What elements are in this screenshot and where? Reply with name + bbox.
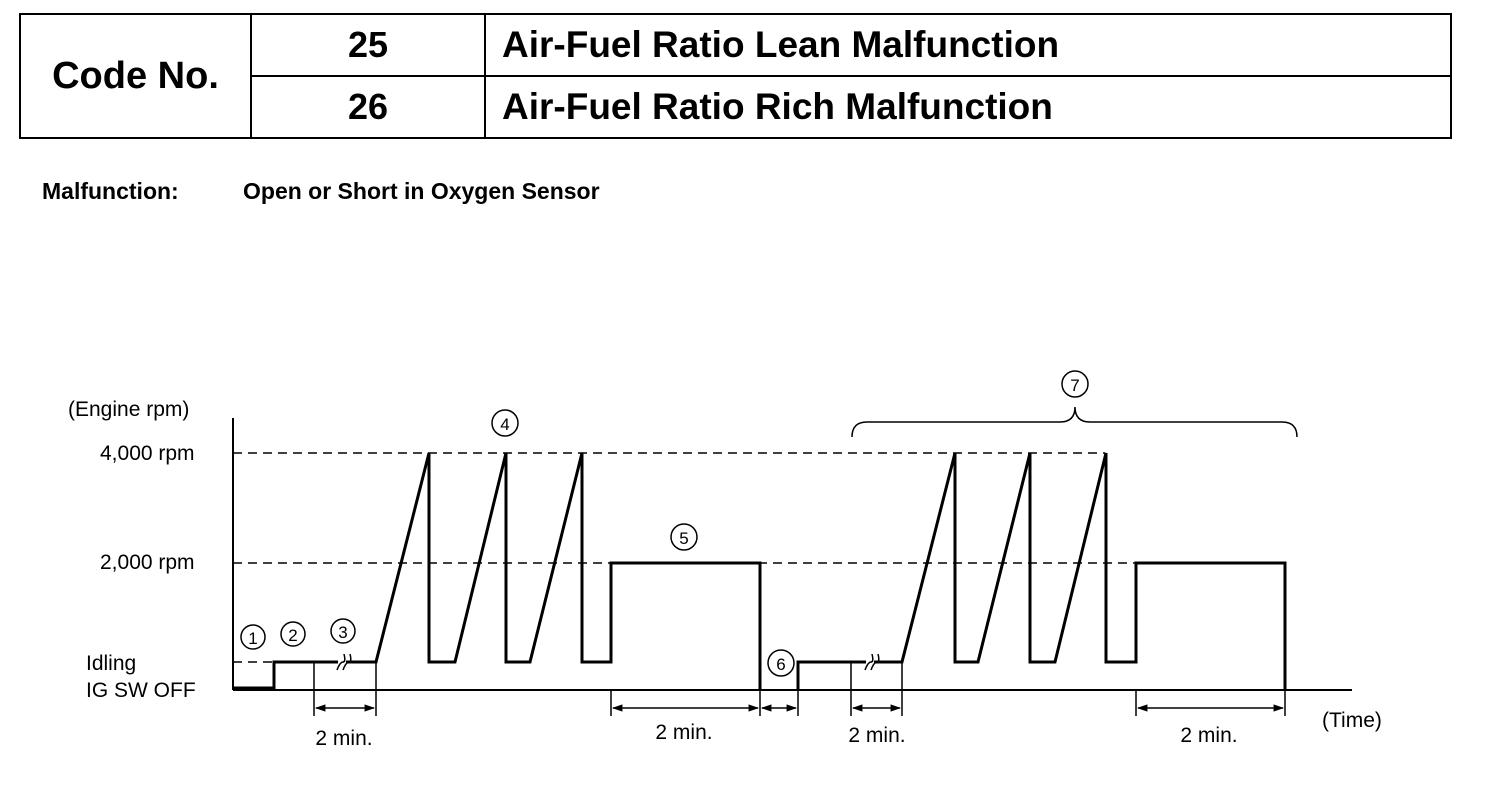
code-number-label: Code No. xyxy=(19,13,252,139)
duration-label-1: 2 min. xyxy=(315,727,372,750)
step-number-7: 7 xyxy=(1070,376,1079,395)
step-marker-1: 1 xyxy=(240,624,266,650)
code-value-25: 25 xyxy=(250,13,486,77)
code-row-25: Code No. 25 Air-Fuel Ratio Lean Malfunct… xyxy=(19,13,1452,139)
code-row-26: 26 Air-Fuel Ratio Rich Malfunction xyxy=(20,75,1452,139)
step-marker-6: 6 xyxy=(767,649,795,677)
code-title-25: Air-Fuel Ratio Lean Malfunction xyxy=(484,13,1452,77)
x-axis-title: (Time) xyxy=(1322,709,1382,732)
step-number-1: 1 xyxy=(248,629,257,648)
rpm-waveform-first-b xyxy=(346,452,762,690)
step-number-6: 6 xyxy=(776,655,785,674)
step-number-4: 4 xyxy=(500,415,509,434)
malfunction-line: Malfunction: Open or Short in Oxygen Sens… xyxy=(42,178,600,205)
break-mark-2 xyxy=(864,653,880,671)
step-marker-2: 2 xyxy=(280,621,306,647)
code-value-26: 26 xyxy=(250,75,486,139)
duration-label-2: 2 min. xyxy=(655,721,712,744)
malfunction-label: Malfunction: xyxy=(42,178,179,204)
label-4000-rpm: 4,000 rpm xyxy=(100,442,195,465)
step-marker-3: 3 xyxy=(330,618,356,644)
y-axis-title: (Engine rpm) xyxy=(68,398,189,421)
step-number-5: 5 xyxy=(679,529,688,548)
malfunction-text: Open or Short in Oxygen Sensor xyxy=(243,178,600,204)
step-7-brace xyxy=(851,406,1298,438)
break-mark-1 xyxy=(336,653,352,671)
step-marker-5: 5 xyxy=(670,523,698,551)
step-marker-4: 4 xyxy=(491,409,519,437)
rpm-waveform-first xyxy=(233,660,338,690)
duration-label-3: 2 min. xyxy=(848,724,905,747)
label-idling: Idling xyxy=(86,652,136,675)
code-title-26: Air-Fuel Ratio Rich Malfunction xyxy=(484,75,1452,139)
label-ig-sw-off: IG SW OFF xyxy=(86,679,196,702)
rpm-waveform-second xyxy=(796,660,866,690)
step-marker-7: 7 xyxy=(1061,370,1089,398)
label-2000-rpm: 2,000 rpm xyxy=(100,551,195,574)
rpm-waveform-second-b xyxy=(874,452,1287,690)
code-table: Code No. 25 Air-Fuel Ratio Lean Malfunct… xyxy=(19,13,1452,139)
step-number-2: 2 xyxy=(288,626,297,645)
dimension-extensions xyxy=(313,662,1286,716)
step-number-3: 3 xyxy=(338,623,347,642)
duration-label-4: 2 min. xyxy=(1180,724,1237,747)
